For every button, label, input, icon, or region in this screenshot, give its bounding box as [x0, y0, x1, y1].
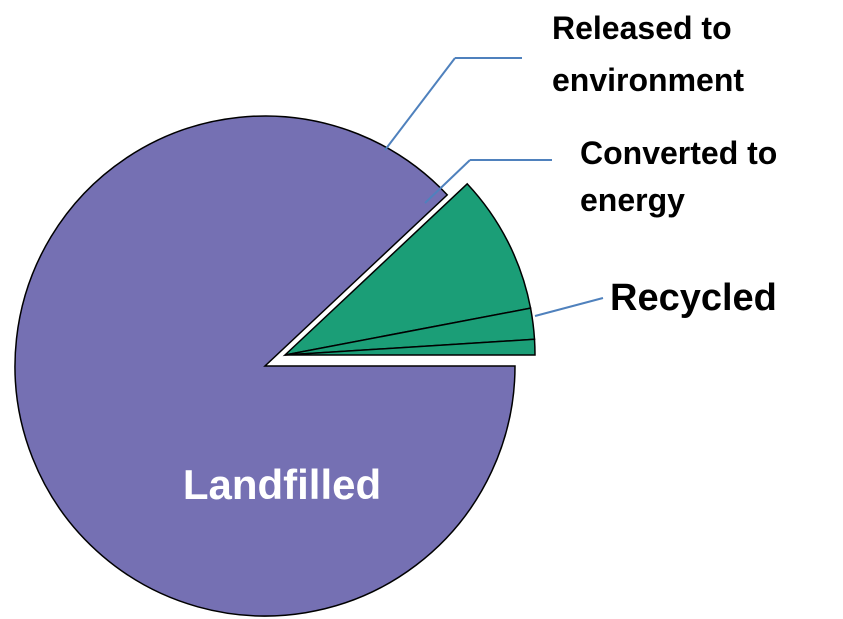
slice-label-box: Released to environment [552, 10, 745, 98]
pie [14, 115, 536, 617]
slice-label: Landfilled [183, 461, 381, 508]
leader-line [384, 57, 456, 151]
slice-label: Converted to energy [580, 135, 778, 218]
slice-label: Released to environment [552, 10, 745, 98]
leader-line [424, 159, 471, 204]
leader-line [534, 297, 604, 317]
slice-label: Recycled [610, 277, 777, 319]
pie-slice [282, 182, 532, 357]
pie-slice [14, 115, 516, 617]
pie-slice [284, 338, 536, 356]
slice-label-box: Converted to energy [580, 135, 778, 218]
